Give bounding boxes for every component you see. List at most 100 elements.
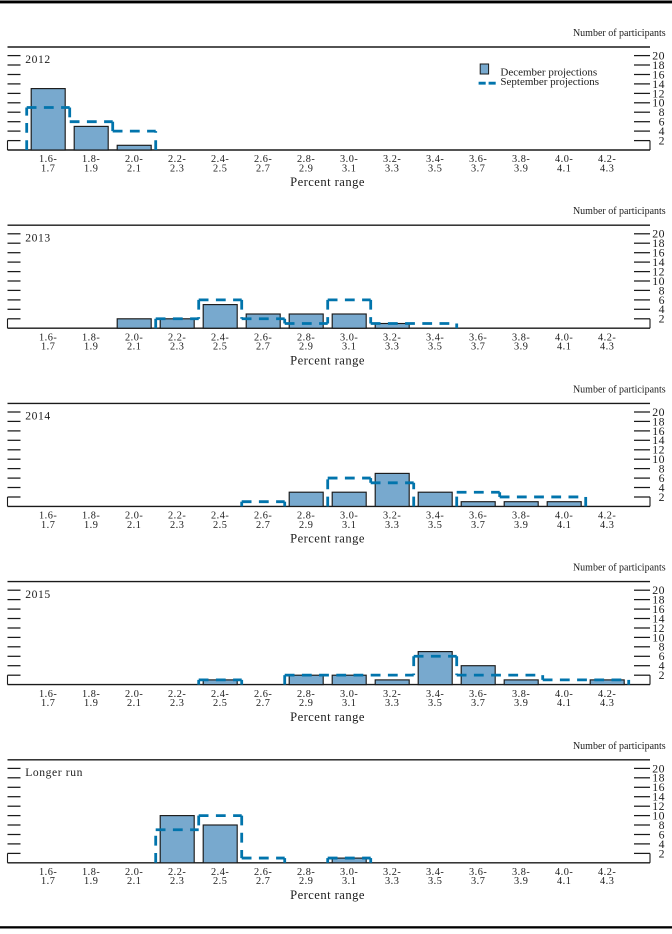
svg-text:4.3: 4.3 (600, 876, 614, 887)
svg-text:2: 2 (659, 668, 665, 682)
svg-text:3.7: 3.7 (471, 163, 485, 174)
svg-text:2.9: 2.9 (299, 698, 313, 709)
svg-text:3.3: 3.3 (385, 876, 399, 887)
svg-text:4.3: 4.3 (600, 698, 614, 709)
svg-text:3.6-: 3.6- (469, 154, 487, 165)
svg-text:2.3: 2.3 (170, 342, 184, 353)
svg-text:2.2-: 2.2- (168, 511, 186, 522)
svg-text:1.6-: 1.6- (39, 511, 57, 522)
svg-text:2.0-: 2.0- (125, 332, 143, 343)
svg-text:1.7: 1.7 (41, 698, 55, 709)
svg-text:1.7: 1.7 (41, 520, 55, 531)
svg-text:3.3: 3.3 (385, 698, 399, 709)
svg-text:Longer run: Longer run (25, 766, 83, 779)
svg-text:20: 20 (652, 761, 665, 775)
svg-text:2.6-: 2.6- (254, 511, 272, 522)
svg-text:2.3: 2.3 (170, 698, 184, 709)
svg-text:3.1: 3.1 (342, 163, 356, 174)
svg-text:3.2-: 3.2- (383, 511, 401, 522)
svg-text:December projections: December projections (500, 67, 597, 79)
svg-text:14: 14 (652, 611, 665, 625)
svg-text:4: 4 (659, 302, 665, 316)
svg-text:1.8-: 1.8- (82, 332, 100, 343)
svg-text:4.1: 4.1 (557, 520, 571, 531)
svg-text:1.9: 1.9 (84, 876, 98, 887)
svg-text:3.8-: 3.8- (512, 867, 530, 878)
svg-text:20: 20 (652, 49, 665, 63)
svg-text:Number of participants: Number of participants (573, 563, 666, 574)
svg-text:8: 8 (659, 818, 665, 832)
svg-text:2.3: 2.3 (170, 163, 184, 174)
svg-text:3.4-: 3.4- (426, 511, 444, 522)
svg-text:4.0-: 4.0- (555, 154, 573, 165)
svg-text:1.8-: 1.8- (82, 154, 100, 165)
svg-text:Percent range: Percent range (290, 353, 365, 367)
svg-text:3.5: 3.5 (428, 163, 442, 174)
svg-text:3.7: 3.7 (471, 698, 485, 709)
svg-text:Percent range: Percent range (290, 532, 365, 546)
svg-text:3.9: 3.9 (514, 876, 528, 887)
svg-text:1.6-: 1.6- (39, 689, 57, 700)
svg-text:2.6-: 2.6- (254, 154, 272, 165)
svg-text:2.2-: 2.2- (168, 689, 186, 700)
svg-text:14: 14 (652, 433, 665, 447)
svg-text:3.1: 3.1 (342, 876, 356, 887)
svg-text:14: 14 (652, 790, 665, 804)
svg-text:2.7: 2.7 (256, 698, 270, 709)
svg-text:6: 6 (659, 293, 665, 307)
svg-text:4.2-: 4.2- (598, 154, 616, 165)
svg-text:3.5: 3.5 (428, 698, 442, 709)
svg-text:14: 14 (652, 255, 665, 269)
svg-text:16: 16 (652, 424, 665, 438)
svg-text:2.0-: 2.0- (125, 689, 143, 700)
svg-text:3.0-: 3.0- (340, 332, 358, 343)
svg-text:2.0-: 2.0- (125, 154, 143, 165)
svg-text:2.0-: 2.0- (125, 511, 143, 522)
svg-text:3.3: 3.3 (385, 520, 399, 531)
svg-text:2.5: 2.5 (213, 342, 227, 353)
svg-text:2.8-: 2.8- (297, 154, 315, 165)
svg-text:4.2-: 4.2- (598, 511, 616, 522)
svg-text:4.1: 4.1 (557, 342, 571, 353)
svg-text:1.9: 1.9 (84, 698, 98, 709)
svg-text:2.4-: 2.4- (211, 332, 229, 343)
svg-text:2.9: 2.9 (299, 876, 313, 887)
svg-text:18: 18 (652, 236, 665, 250)
svg-text:3.4-: 3.4- (426, 867, 444, 878)
svg-text:3.8-: 3.8- (512, 332, 530, 343)
svg-text:2.1: 2.1 (127, 342, 141, 353)
svg-text:2.7: 2.7 (256, 342, 270, 353)
svg-text:3.9: 3.9 (514, 342, 528, 353)
svg-text:1.8-: 1.8- (82, 511, 100, 522)
svg-text:3.2-: 3.2- (383, 154, 401, 165)
svg-text:10: 10 (652, 274, 665, 288)
svg-text:3.4-: 3.4- (426, 332, 444, 343)
svg-text:2014: 2014 (25, 410, 51, 423)
svg-text:3.0-: 3.0- (340, 867, 358, 878)
svg-text:2.2-: 2.2- (168, 154, 186, 165)
svg-text:3.9: 3.9 (514, 698, 528, 709)
svg-text:3.0-: 3.0- (340, 154, 358, 165)
svg-text:3.1: 3.1 (342, 698, 356, 709)
svg-text:3.7: 3.7 (471, 342, 485, 353)
svg-text:6: 6 (659, 115, 665, 129)
svg-text:18: 18 (652, 414, 665, 428)
svg-text:2.4-: 2.4- (211, 511, 229, 522)
svg-text:2.1: 2.1 (127, 698, 141, 709)
svg-text:2.4-: 2.4- (211, 867, 229, 878)
svg-text:18: 18 (652, 58, 665, 72)
svg-text:3.9: 3.9 (514, 163, 528, 174)
svg-text:2: 2 (659, 846, 665, 860)
svg-text:4.0-: 4.0- (555, 689, 573, 700)
svg-text:16: 16 (652, 67, 665, 81)
svg-text:3.7: 3.7 (471, 876, 485, 887)
svg-text:3.6-: 3.6- (469, 689, 487, 700)
svg-text:16: 16 (652, 246, 665, 260)
svg-text:2: 2 (659, 312, 665, 326)
svg-text:8: 8 (659, 462, 665, 476)
svg-text:2.5: 2.5 (213, 698, 227, 709)
svg-text:2.6-: 2.6- (254, 689, 272, 700)
svg-text:3.8-: 3.8- (512, 689, 530, 700)
svg-text:4.1: 4.1 (557, 163, 571, 174)
svg-text:12: 12 (652, 443, 665, 457)
